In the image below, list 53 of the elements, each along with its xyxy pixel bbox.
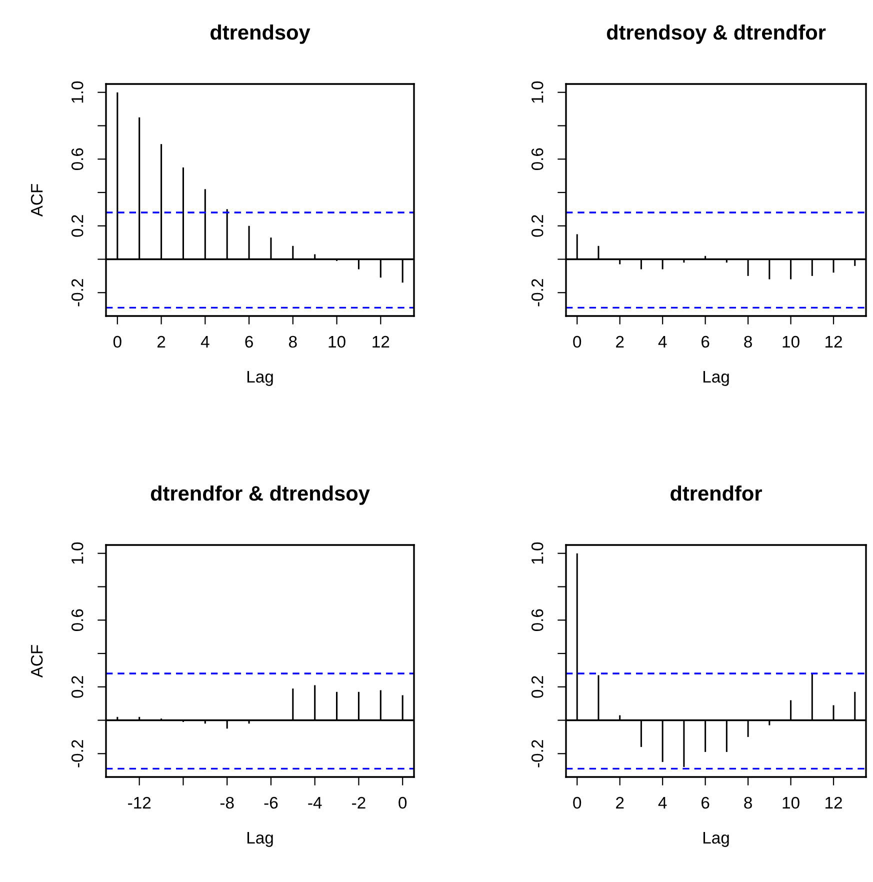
x-tick-label: 8 bbox=[744, 796, 752, 809]
y-tick-label: -0.2 bbox=[531, 740, 544, 768]
y-axis-title: ACF bbox=[30, 645, 43, 678]
x-tick-label: 0 bbox=[398, 796, 407, 809]
y-tick-label: 0.2 bbox=[531, 676, 544, 698]
x-tick-label: 6 bbox=[702, 336, 710, 348]
x-tick-label: 4 bbox=[658, 336, 667, 348]
y-tick-label: 0.6 bbox=[531, 609, 544, 632]
x-tick-label: -6 bbox=[264, 796, 278, 809]
chart-title: dtrendsoy & dtrendfor bbox=[606, 24, 826, 44]
x-tick-label: 10 bbox=[328, 336, 346, 348]
x-tick-label: 2 bbox=[616, 336, 624, 348]
y-tick-label: 1.0 bbox=[71, 81, 84, 103]
x-axis-title: Lag bbox=[247, 832, 273, 847]
y-tick-label: 1.0 bbox=[531, 542, 544, 564]
y-tick-label: 0.6 bbox=[531, 148, 544, 170]
x-tick-label: 10 bbox=[782, 336, 800, 348]
x-tick-label: -2 bbox=[352, 796, 366, 809]
x-tick-label: 8 bbox=[288, 336, 297, 348]
x-tick-label: 2 bbox=[616, 796, 624, 809]
x-tick-label: 0 bbox=[113, 336, 122, 348]
y-tick-label: -0.2 bbox=[531, 279, 544, 306]
y-axis-title: ACF bbox=[30, 184, 43, 217]
y-tick-label: 0.6 bbox=[71, 148, 84, 170]
x-axis-title: Lag bbox=[703, 371, 729, 386]
x-tick-label: 0 bbox=[573, 336, 582, 348]
x-tick-label: -12 bbox=[128, 796, 151, 809]
x-tick-label: 12 bbox=[372, 336, 390, 348]
x-tick-label: 0 bbox=[573, 796, 582, 809]
x-tick-label: -4 bbox=[308, 797, 322, 809]
x-tick-label: 4 bbox=[658, 797, 667, 809]
y-tick-label: 0.2 bbox=[71, 215, 84, 237]
x-tick-label: 6 bbox=[245, 336, 253, 348]
x-axis-title: Lag bbox=[703, 832, 729, 847]
y-tick-label: -0.2 bbox=[71, 740, 84, 768]
chart-title: dtrendsoy bbox=[210, 24, 310, 44]
x-axis-title: Lag bbox=[247, 371, 273, 386]
chart-title: dtrendfor bbox=[670, 485, 762, 501]
x-tick-label: 8 bbox=[744, 336, 752, 348]
x-tick-label: 10 bbox=[782, 796, 800, 809]
y-tick-label: 0.2 bbox=[531, 215, 544, 237]
chart-title: dtrendfor & dtrendsoy bbox=[150, 485, 370, 505]
x-tick-label: -8 bbox=[220, 796, 234, 809]
x-tick-label: 6 bbox=[702, 796, 710, 809]
y-tick-label: 0.2 bbox=[71, 676, 84, 698]
y-tick-label: 0.6 bbox=[71, 609, 84, 632]
y-tick-label: 1.0 bbox=[71, 542, 84, 564]
y-tick-label: 1.0 bbox=[531, 81, 544, 103]
y-tick-label: -0.2 bbox=[71, 279, 84, 306]
x-tick-label: 12 bbox=[826, 336, 842, 348]
x-tick-label: 12 bbox=[826, 796, 842, 809]
x-tick-label: 2 bbox=[157, 336, 166, 348]
x-tick-label: 4 bbox=[200, 336, 210, 348]
